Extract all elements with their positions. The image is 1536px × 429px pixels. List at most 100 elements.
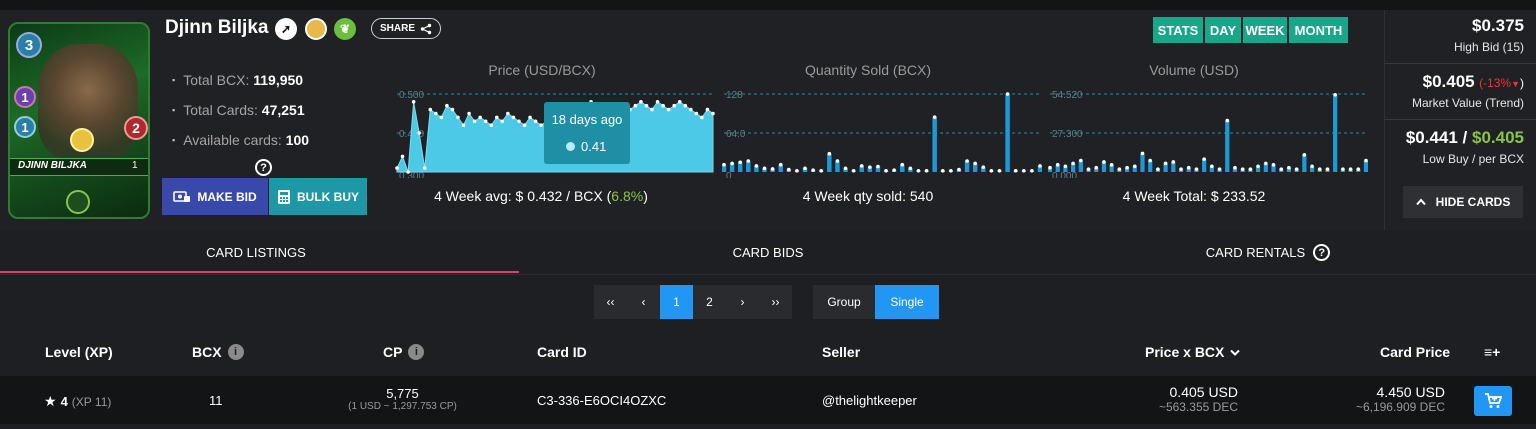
add-to-cart-button[interactable] [1474, 386, 1512, 416]
rentals-help-icon[interactable]: ? [1313, 244, 1331, 261]
arrow-icon: ➚ [275, 18, 297, 40]
bar-point [1071, 161, 1075, 166]
bar-point [1271, 163, 1276, 167]
bulk-buy-button[interactable]: BULK BUY [269, 178, 367, 215]
col-cp[interactable]: CP i [383, 344, 425, 360]
price-point [700, 115, 704, 120]
magic-badge: 1 [14, 86, 36, 108]
hide-cards-label: HIDE CARDS [1435, 195, 1511, 209]
qty-chart-title: Quantity Sold (BCX) [804, 62, 932, 78]
row-seller[interactable]: @thelightkeeper [822, 393, 917, 408]
col-seller[interactable]: Seller [822, 344, 861, 360]
bar [1263, 163, 1268, 172]
price-point [705, 107, 710, 112]
bar-point [876, 164, 880, 169]
tab-card-rentals[interactable]: CARD RENTALS? [1012, 230, 1524, 275]
card-level: 1 [132, 160, 138, 171]
page-last-button[interactable]: ›› [759, 285, 792, 319]
bar-point [859, 164, 864, 168]
bar-point [1310, 164, 1314, 169]
price-point [672, 103, 676, 108]
price-point [411, 100, 416, 104]
tab-card-listings[interactable]: CARD LISTINGS [206, 245, 306, 260]
col-bcx[interactable]: BCX i [192, 344, 244, 360]
price-point [472, 119, 477, 124]
row-card-id[interactable]: C3-336-E6OCI4OZXC [537, 393, 667, 408]
price-point [650, 107, 654, 112]
bar-point [819, 168, 824, 173]
bar-point [1063, 164, 1068, 169]
y-tick-label: 0.000 [1052, 171, 1077, 178]
page-2-button[interactable]: 2 [693, 285, 726, 319]
volume-chart-footer: 4 Week Total: $ 233.52 [1122, 188, 1266, 204]
bar-point [868, 165, 872, 169]
share-button[interactable]: SHARE [371, 18, 441, 39]
price-point [522, 123, 527, 127]
edition-icon [66, 190, 90, 214]
bar [843, 168, 848, 172]
bar-point [1317, 167, 1322, 171]
bar [1005, 94, 1010, 172]
bar-point [1364, 158, 1368, 163]
tooltip-dot-icon [566, 142, 575, 151]
table-row[interactable]: ★ 4 (XP 11) 11 5,775 (1 USD ~ 1,297.753 … [0, 376, 1536, 424]
page-first-button[interactable]: ‹‹ [594, 285, 627, 319]
y-tick-label: 128 [726, 90, 743, 101]
trend-down-icon: ▼ [1511, 79, 1520, 89]
single-toggle[interactable]: Single [875, 285, 939, 319]
page-prev-button[interactable]: ‹ [627, 285, 660, 319]
group-toggle[interactable]: Group [813, 285, 875, 319]
bar [908, 168, 913, 172]
price-point [422, 166, 427, 170]
hide-cards-button[interactable]: HIDE CARDS [1403, 186, 1523, 218]
bar-point [1294, 167, 1299, 171]
info-icon[interactable]: i [227, 344, 244, 360]
help-icon[interactable]: ? [255, 159, 272, 176]
col-price-bcx[interactable]: Price x BCX [1145, 344, 1241, 360]
bar [762, 168, 767, 172]
price-point [655, 100, 660, 104]
low-buy-label: Low Buy / per BCX [1422, 152, 1524, 166]
page-1-button[interactable]: 1 [660, 285, 693, 319]
bar [1037, 165, 1042, 172]
listings-table-header: Level (XP) BCX i CP i Card ID Seller Price… [0, 332, 1536, 372]
earth-element-icon: ❦ [334, 18, 356, 40]
bar-point [1079, 158, 1083, 163]
bar-point [981, 165, 986, 169]
bar-point [1186, 165, 1191, 170]
bar-point [778, 162, 783, 167]
bar-point [1030, 168, 1034, 173]
info-icon[interactable]: i [408, 344, 425, 360]
col-card-price[interactable]: Card Price [1380, 344, 1451, 360]
mana-badge: 3 [16, 32, 42, 58]
col-level[interactable]: Level (XP) [45, 344, 113, 360]
bar [1124, 167, 1130, 172]
stat-total-bcx: Total BCX: 119,950 [172, 66, 309, 96]
bar-point [738, 160, 743, 165]
qty-chart[interactable]: 128 64.0 0 [722, 86, 1042, 178]
price-point [445, 103, 449, 108]
page-next-button[interactable]: › [726, 285, 759, 319]
tab-card-bids[interactable]: CARD BIDS [732, 245, 804, 260]
add-column-icon[interactable]: ≡+ [1484, 344, 1501, 360]
tooltip-value: 0.41 [581, 139, 607, 154]
range-stats-button[interactable]: STATS [1153, 17, 1203, 43]
range-day-button[interactable]: DAY [1205, 17, 1241, 43]
bar [1363, 160, 1368, 172]
row-cp: 5,775 (1 USD ~ 1,297.753 CP) [348, 386, 457, 412]
make-bid-button[interactable]: MAKE BID [162, 178, 268, 215]
card-image[interactable]: 3 1 1 2 DJINN BILJKA 1 [8, 22, 150, 219]
card-namebar [10, 158, 148, 176]
range-week-button[interactable]: WEEK [1243, 17, 1287, 43]
price-point [489, 123, 494, 127]
bar [1109, 164, 1114, 172]
price-point [456, 115, 460, 120]
col-card-id[interactable]: Card ID [537, 344, 587, 360]
bar-point [1086, 167, 1091, 171]
volume-chart[interactable]: 54.520 27.300 0.000 [1048, 86, 1368, 178]
price-point [506, 111, 510, 116]
range-month-button[interactable]: MONTH [1289, 17, 1348, 43]
price-point [428, 107, 433, 112]
tooltip-date: 18 days ago [551, 112, 623, 127]
bar [972, 163, 978, 172]
